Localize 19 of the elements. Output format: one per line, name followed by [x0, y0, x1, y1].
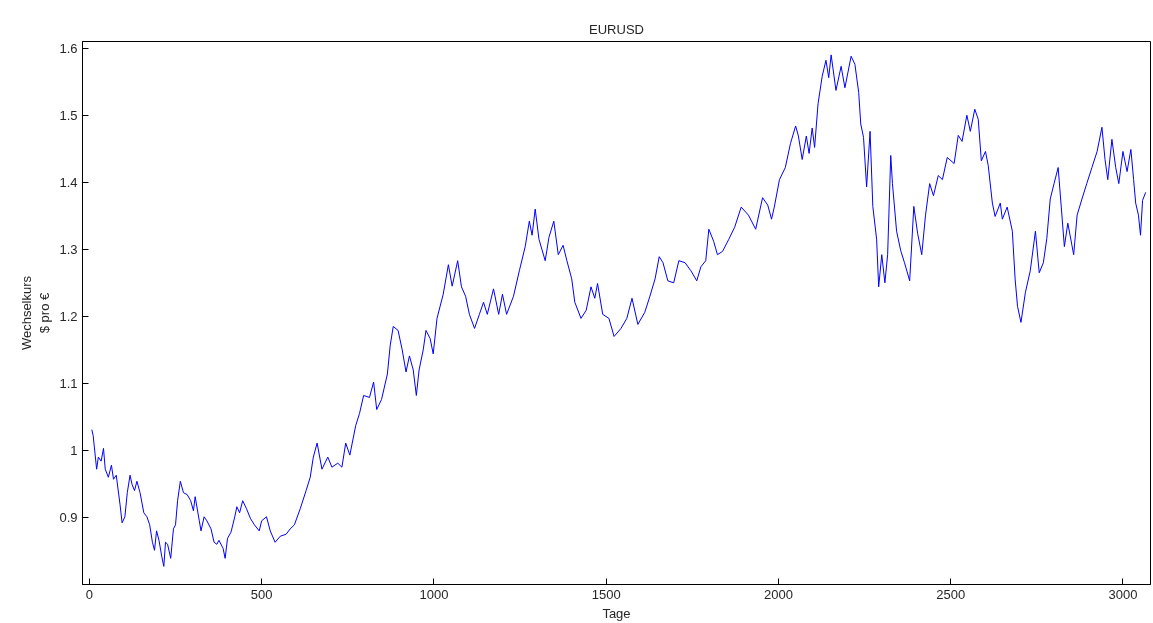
- x-tick-label: 0: [85, 586, 94, 602]
- y-tick-label: 1.6: [59, 40, 78, 56]
- y-tick-label: 1.1: [59, 375, 78, 391]
- x-tick-label: 2000: [763, 586, 793, 602]
- x-tick-label: 500: [250, 586, 273, 602]
- y-tick-label: 0.9: [59, 509, 78, 525]
- y-tick-label: 1.5: [59, 107, 78, 123]
- line-series: [91, 54, 1147, 567]
- y-tick-label: 1: [70, 442, 78, 458]
- x-tick-label: 2500: [936, 586, 966, 602]
- y-tick-label: 1.3: [59, 241, 78, 257]
- chart-title: EURUSD: [589, 21, 644, 37]
- x-axis-title: Tage: [602, 605, 631, 621]
- y-axis-title: Wechselkurs $ pro €: [19, 275, 53, 351]
- x-tick-label: 1000: [419, 586, 449, 602]
- x-tick-label: 3000: [1108, 586, 1138, 602]
- y-tick-label: 1.4: [59, 174, 78, 190]
- x-tick-label: 1500: [591, 586, 621, 602]
- y-tick-label: 1.2: [59, 308, 78, 324]
